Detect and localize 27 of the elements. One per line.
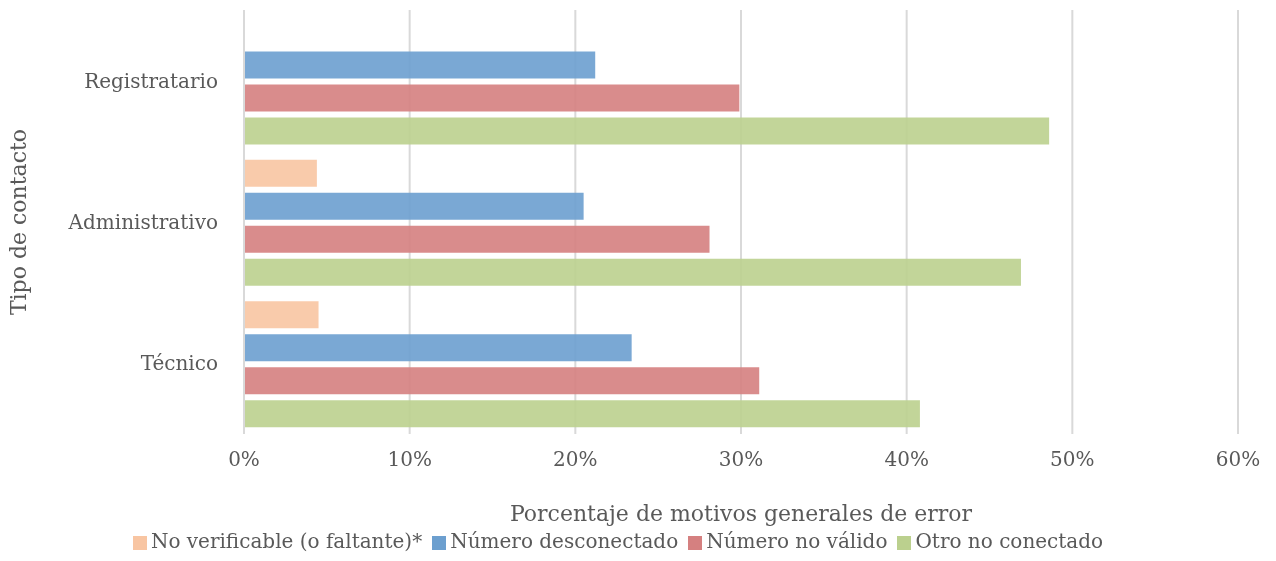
legend-label: No verificable (o faltante)* xyxy=(150,529,423,553)
legend-label: Otro no conectado xyxy=(915,529,1104,553)
bar xyxy=(244,334,632,362)
bar xyxy=(244,51,596,79)
y-tick-label: Administrativo xyxy=(67,210,218,235)
legend-label: Número desconectado xyxy=(450,529,679,553)
bar xyxy=(244,258,1021,286)
bar xyxy=(244,367,760,395)
bar xyxy=(244,400,920,428)
x-axis-title: Porcentaje de motivos generales de error xyxy=(509,501,973,526)
bar xyxy=(244,301,319,329)
bar xyxy=(244,117,1050,145)
bar xyxy=(244,84,740,112)
x-tick-label: 50% xyxy=(1050,447,1095,472)
y-tick-label: Registratario xyxy=(84,68,218,93)
bar xyxy=(244,225,710,253)
bar xyxy=(244,159,317,187)
x-tick-label: 10% xyxy=(387,447,432,472)
y-tick-label: Técnico xyxy=(140,351,218,376)
x-tick-label: 40% xyxy=(884,447,929,472)
y-axis-title: Tipo de contacto xyxy=(5,128,31,316)
x-tick-label: 20% xyxy=(553,447,598,472)
x-tick-label: 60% xyxy=(1215,447,1261,472)
bar xyxy=(244,192,584,220)
legend-label: Número no válido xyxy=(706,529,888,553)
x-tick-label: 0% xyxy=(228,447,260,472)
x-tick-label: 30% xyxy=(718,447,764,472)
